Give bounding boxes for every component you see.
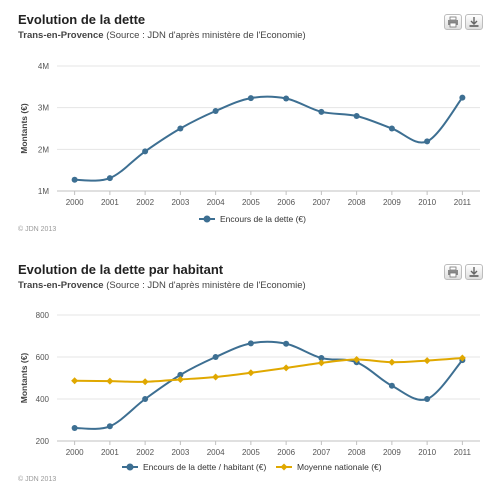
chart-credits: © JDN 2013 [18,476,57,483]
data-point [317,359,325,367]
data-point [388,382,395,389]
x-tick-label: 2004 [207,448,225,457]
x-tick-label: 2003 [171,448,189,457]
y-tick-label: 400 [36,395,50,404]
chart-credits: © JDN 2013 [18,226,57,233]
subtitle-source: (Source : JDN d'après ministère de l'Eco… [106,280,306,291]
x-tick-label: 2002 [136,198,154,207]
x-tick-label: 2010 [418,198,436,207]
download-icon [469,267,479,277]
x-tick-label: 2011 [454,448,472,457]
data-point [212,108,219,114]
data-point [247,340,254,347]
printer-icon [448,16,458,28]
x-tick-label: 2009 [383,198,401,207]
x-tick-label: 2002 [136,448,154,457]
data-point [141,378,149,386]
download-button[interactable] [465,14,483,30]
debt-line-chart: 1M 2M 3M 4M 2000 2001 2002 2003 2004 2005 2006 2007… [19,62,480,224]
series-line [74,95,464,182]
y-tick-label: 800 [36,311,50,320]
data-point [247,95,254,102]
data-point [458,354,466,362]
data-point [424,138,431,145]
x-tick-label: 2000 [66,448,84,457]
debt-chart-panel: Evolution de la dette Trans-en-Provence … [0,0,500,248]
chart-subtitle: Trans-en-Provence (Source : JDN d'après … [18,30,306,41]
data-point [318,108,325,115]
y-tick-label: 200 [36,437,50,446]
data-point [424,396,431,402]
subtitle-location: Trans-en-Provence [18,280,104,291]
legend-marker [280,463,288,471]
data-point [106,377,114,385]
x-tick-label: 2001 [101,448,119,457]
data-point [177,371,184,378]
print-button[interactable] [444,14,462,30]
x-tick-label: 2005 [242,198,260,207]
data-point [106,423,113,430]
data-point [318,355,325,362]
chart-subtitle: Trans-en-Provence (Source : JDN d'après … [18,280,306,291]
data-point [459,94,466,101]
x-tick-label: 2008 [348,448,366,457]
x-tick-label: 2010 [418,448,436,457]
data-point [283,95,290,102]
x-tick-label: 2006 [277,198,295,207]
x-tick-label: 2009 [383,448,401,457]
legend-label: Encours de la dette (€) [220,214,306,224]
x-tick-label: 2005 [242,448,260,457]
x-tick-label: 2000 [66,198,84,207]
data-point [106,175,113,182]
data-point [71,176,78,183]
subtitle-location: Trans-en-Provence [18,30,104,41]
y-axis-title: Montants (€) [19,103,29,154]
printer-icon [448,266,458,278]
x-tick-label: 2003 [171,198,189,207]
subtitle-source: (Source : JDN d'après ministère de l'Eco… [106,30,306,41]
data-point [353,113,360,119]
chart-title: Evolution de la dette [18,12,146,27]
x-tick-label: 2007 [312,448,330,457]
y-tick-label: 4M [38,62,49,71]
legend-label: Moyenne nationale (€) [297,462,382,472]
print-button[interactable] [444,264,462,280]
debt-per-inhabitant-chart-panel: Evolution de la dette par habitant Trans… [0,250,500,498]
legend-marker [126,463,134,471]
x-tick-label: 2006 [277,448,295,457]
data-point [282,364,290,372]
data-point [71,424,78,431]
x-tick-label: 2007 [312,198,330,207]
download-icon [469,17,479,27]
chart-title: Evolution de la dette par habitant [18,262,224,277]
data-point [388,358,396,366]
y-tick-label: 600 [36,353,50,362]
series-line [74,357,463,383]
data-point [71,377,79,385]
y-tick-label: 2M [38,145,49,154]
y-tick-label: 3M [38,104,49,113]
legend-marker [203,215,211,223]
data-point [388,125,395,132]
data-point [283,340,290,347]
x-tick-label: 2004 [207,198,225,207]
debt-per-inhabitant-line-chart: 200 400 600 800 2000 2001 2002 2003 2004 2005 2006… [19,311,480,472]
y-tick-label: 1M [38,187,49,196]
x-tick-label: 2008 [348,198,366,207]
x-tick-label: 2001 [101,198,119,207]
x-tick-label: 2011 [454,198,472,207]
y-axis-title: Montants (€) [19,353,29,404]
series-line [74,340,464,430]
data-point [423,357,431,365]
legend-label: Encours de la dette / habitant (€) [143,462,266,472]
data-point [212,373,220,381]
data-point [142,396,149,402]
data-point [176,375,184,383]
data-point [212,354,219,360]
data-point [177,125,184,132]
data-point [353,356,361,364]
data-point [142,148,149,155]
data-point [247,369,255,377]
download-button[interactable] [465,264,483,280]
